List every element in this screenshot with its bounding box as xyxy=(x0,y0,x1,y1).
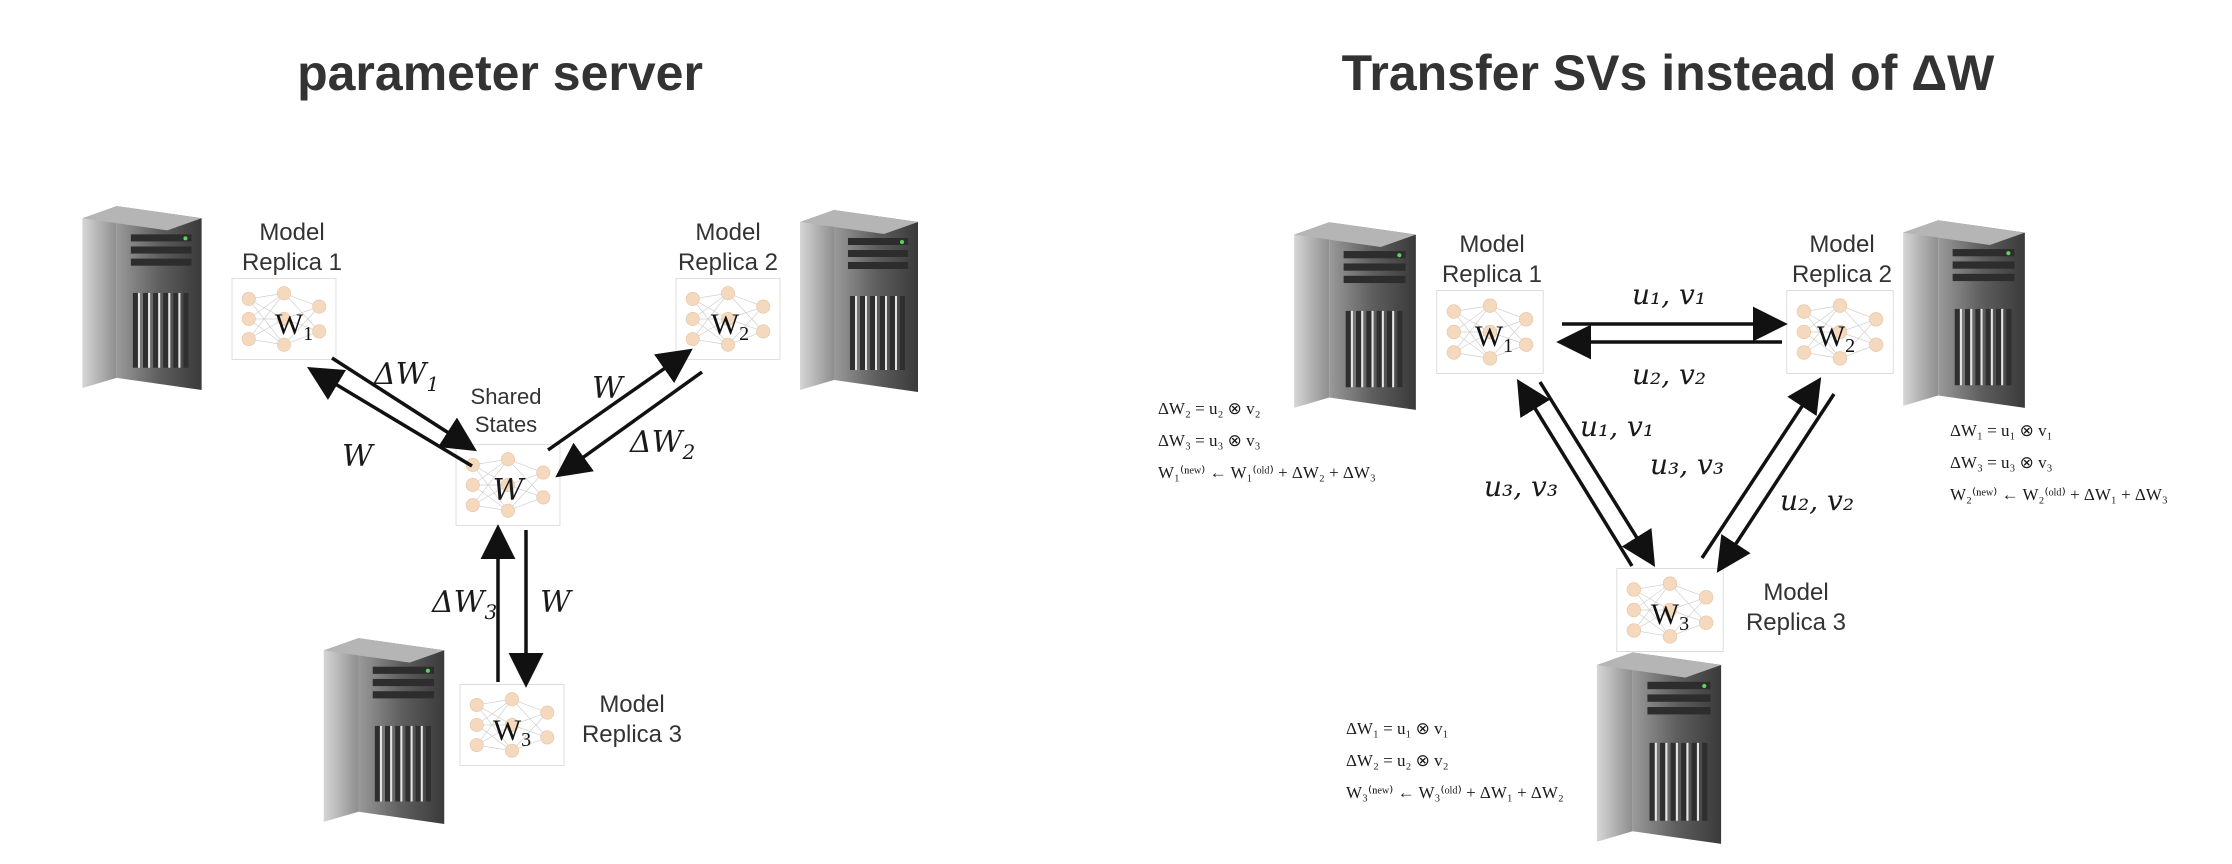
replica-3-weight: W3 xyxy=(1651,598,1689,635)
eq-r3-line-2: ΔW₂ = u₂ ⊗ v₂ xyxy=(1346,751,1449,770)
label-mid-right-u3v3: u₃, v₃ xyxy=(1650,448,1724,481)
replica-2-label-line1: Model xyxy=(695,219,760,246)
right-title: Transfer SVs instead of ΔW xyxy=(1342,45,1996,101)
label-top-u1v1: u₁, v₁ xyxy=(1632,278,1706,311)
label-w-to-3: W xyxy=(540,585,573,620)
arrow-dw1-to-shared xyxy=(331,356,477,452)
label-bottom-u2v2: u₂, v₂ xyxy=(1632,358,1706,391)
label-mid-left-u1v1: u₁, v₁ xyxy=(1580,410,1654,443)
eq-r1-line-3: W₁⁽ⁿᵉʷ⁾ ← W₁⁽ᵒˡᵈ⁾ + ΔW₂ + ΔW₃ xyxy=(1158,463,1376,482)
equations-replica-1: ΔW₂ = u₂ ⊗ v₂ ΔW₃ = u₃ ⊗ v₃ W₁⁽ⁿᵉʷ⁾ ← W₁… xyxy=(1158,399,1376,482)
replica-1-label-line1: Model xyxy=(1459,231,1524,258)
label-w-to-2: W xyxy=(592,371,625,406)
server-icon-replica-2 xyxy=(1903,220,2025,408)
eq-r1-line-1: ΔW₂ = u₂ ⊗ v₂ xyxy=(1158,399,1261,418)
replica-3-label-line1: Model xyxy=(599,691,664,718)
shared-weight: W xyxy=(493,473,526,508)
eq-r3-line-3: W₃⁽ⁿᵉʷ⁾ ← W₃⁽ᵒˡᵈ⁾ + ΔW₁ + ΔW₂ xyxy=(1346,783,1564,802)
shared-states-label-line2: States xyxy=(475,412,537,437)
replica-1-label-line2: Replica 1 xyxy=(242,249,342,276)
server-icon-replica-3 xyxy=(1596,652,1722,844)
server-icon-replica-3 xyxy=(323,638,445,824)
replica-3-weight: W3 xyxy=(493,714,531,751)
replica-2-weight: W2 xyxy=(1817,320,1855,357)
label-outer-right-u2v2: u₂, v₂ xyxy=(1780,484,1854,517)
arrow-dw2-to-shared xyxy=(555,370,704,478)
label-w-to-1: W xyxy=(342,439,375,474)
replica-2-label-line2: Replica 2 xyxy=(1792,261,1892,288)
arrow-u3v3-to-replica-2 xyxy=(1700,377,1822,559)
shared-states-label-line1: Shared xyxy=(471,384,542,409)
left-title: parameter server xyxy=(297,45,703,101)
replica-2-label-line2: Replica 2 xyxy=(678,249,778,276)
replica-2-weight: W2 xyxy=(711,308,749,345)
eq-r2-line-2: ΔW₃ = u₃ ⊗ v₃ xyxy=(1950,453,2053,472)
eq-r2-line-3: W₂⁽ⁿᵉʷ⁾ ← W₂⁽ᵒˡᵈ⁾ + ΔW₁ + ΔW₃ xyxy=(1950,485,2168,504)
arrow-u3v3-to-replica-1 xyxy=(1516,379,1634,567)
replica-1-label-line1: Model xyxy=(259,219,324,246)
equations-replica-3: ΔW₁ = u₁ ⊗ v₁ ΔW₂ = u₂ ⊗ v₂ W₃⁽ⁿᵉʷ⁾ ← W₃… xyxy=(1346,719,1564,802)
arrow-u1v1-to-replica-3 xyxy=(1538,381,1656,567)
eq-r3-line-1: ΔW₁ = u₁ ⊗ v₁ xyxy=(1346,719,1449,738)
replica-1-weight: W1 xyxy=(1475,320,1513,357)
replica-3-label-line1: Model xyxy=(1763,579,1828,606)
label-dw2: ΔW2 xyxy=(629,425,695,464)
server-icon-replica-2 xyxy=(800,210,918,392)
label-dw1: ΔW1 xyxy=(373,357,439,396)
arrow-w-to-replica-2 xyxy=(546,348,693,452)
label-outer-left-u3v3: u₃, v₃ xyxy=(1484,470,1558,503)
left-diagram: parameter server Model Replica 1 W1 Mode… xyxy=(82,45,918,824)
replica-1-label-line2: Replica 1 xyxy=(1442,261,1542,288)
eq-r2-line-1: ΔW₁ = u₁ ⊗ v₁ xyxy=(1950,421,2053,440)
replica-3-label-line2: Replica 3 xyxy=(582,721,682,748)
equations-replica-2: ΔW₁ = u₁ ⊗ v₁ ΔW₃ = u₃ ⊗ v₃ W₂⁽ⁿᵉʷ⁾ ← W₂… xyxy=(1950,421,2168,504)
replica-3-label-line2: Replica 3 xyxy=(1746,609,1846,636)
label-dw3: ΔW3 xyxy=(431,585,497,624)
right-diagram: Transfer SVs instead of ΔW Model Replica… xyxy=(1158,45,2168,844)
server-icon-replica-1 xyxy=(82,206,202,390)
arrow-u2v2-to-replica-3 xyxy=(1716,393,1836,573)
server-icon-replica-1 xyxy=(1294,222,1416,410)
eq-r1-line-2: ΔW₃ = u₃ ⊗ v₃ xyxy=(1158,431,1261,450)
replica-1-weight: W1 xyxy=(275,308,313,345)
replica-2-label-line1: Model xyxy=(1809,231,1874,258)
